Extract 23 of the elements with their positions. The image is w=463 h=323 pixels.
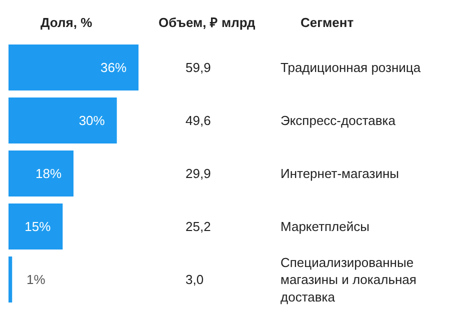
text: 59,9 [186, 60, 211, 75]
y-axis-title: Сегмент [300, 15, 354, 30]
bar [8, 256, 12, 302]
data-label: 36% [100, 60, 127, 75]
data-label: 1% [26, 272, 46, 287]
text: 49,6 [186, 113, 211, 128]
data-label: 30% [78, 113, 106, 128]
text: 29,9 [186, 166, 211, 181]
data-label: 15% [24, 219, 52, 234]
y-tick-label: Специализированные магазины и локальная доставка [280, 254, 416, 304]
y-tick-label: Экспресс-доставка [280, 113, 396, 128]
bar [8, 204, 63, 250]
y-tick-label: Традиционная розница [280, 60, 422, 75]
data-label: 18% [35, 166, 62, 181]
text: Объем, ₽ млрд [158, 15, 256, 30]
x-axis-title: Доля, % [40, 15, 93, 30]
y-tick-label: Интернет-магазины [280, 166, 400, 181]
bar [8, 98, 117, 144]
bar [8, 44, 138, 90]
text: 25,2 [186, 219, 211, 234]
bar [8, 150, 74, 196]
text: 3,0 [186, 272, 204, 287]
y-tick-label: Маркетплейсы [280, 219, 370, 234]
